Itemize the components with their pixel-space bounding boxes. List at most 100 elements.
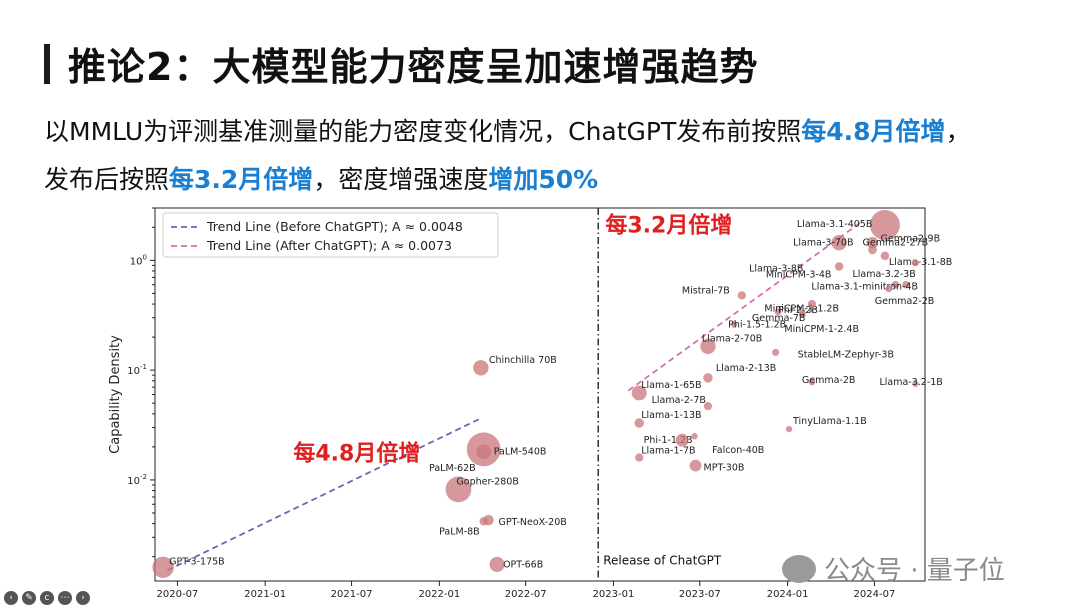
point-label: Llama-3.1-8B: [889, 257, 952, 268]
point-label: MiniCPM-1-2.4B: [784, 324, 859, 335]
data-point: [774, 308, 782, 316]
data-point: [703, 373, 713, 383]
data-point: [689, 459, 702, 472]
trend-line-after: [627, 222, 861, 392]
point-label: OPT-66B: [503, 559, 543, 570]
data-point: [730, 321, 738, 328]
x-tick-label: 2022-07: [505, 589, 547, 600]
x-tick-label: 2024-01: [767, 589, 809, 600]
title-row: 推论2：大模型能力密度呈加速增强趋势: [44, 36, 758, 91]
prev-icon[interactable]: ‹: [4, 591, 18, 605]
y-tick-label: 10-1: [127, 363, 147, 377]
data-point: [703, 402, 713, 411]
data-point: [831, 234, 847, 251]
subtitle-line-1-end: ，: [945, 117, 971, 146]
data-point: [912, 380, 919, 387]
watermark: 公众号 · 量子位: [782, 550, 1005, 587]
data-point: [691, 433, 698, 440]
data-point: [700, 338, 716, 354]
subtitle-highlight-increase: 增加50%: [488, 165, 599, 194]
subtitle-line-2-mid: ，密度增强速度: [313, 165, 489, 194]
point-label: Phi-1-1.2B: [644, 435, 693, 446]
data-point: [445, 476, 472, 503]
data-point: [798, 309, 806, 317]
subtitle-highlight-before: 每4.8月倍增: [801, 117, 946, 146]
point-label: Gemma-2B: [802, 375, 856, 386]
data-point: [911, 259, 920, 267]
data-point: [772, 348, 780, 357]
point-label: PaLM-540B: [494, 446, 547, 457]
point-label: Llama-2-13B: [716, 363, 776, 374]
point-label: MPT-30B: [704, 463, 745, 474]
point-label: Llama-1-65B: [641, 380, 701, 391]
point-label: Mistral-7B: [682, 285, 730, 296]
y-tick-label: 10-2: [127, 473, 147, 487]
data-point: [807, 299, 817, 309]
point-label: Phi-1.5-1.2B: [728, 320, 786, 331]
point-label: Llama-1-13B: [641, 410, 701, 421]
data-point: [737, 291, 746, 300]
point-label: PaLM-62B: [429, 463, 476, 474]
point-label: Gemma2-2B: [875, 296, 935, 307]
point-label: Llama-3.2-1B: [879, 377, 942, 388]
point-label: StableLM-Zephyr-3B: [798, 349, 894, 360]
point-label: Gemma2-27B: [863, 238, 929, 249]
next-icon[interactable]: ›: [76, 591, 90, 605]
point-label: Llama-3-70B: [793, 238, 853, 249]
data-point: [675, 433, 689, 447]
y-axis-label: Capability Density: [108, 335, 123, 454]
data-point: [476, 444, 492, 460]
data-point: [483, 514, 494, 526]
x-tick-label: 2021-01: [244, 589, 286, 600]
point-label: Llama-3-8B: [749, 263, 803, 274]
data-point: [866, 236, 879, 249]
data-point: [869, 210, 900, 240]
x-tick-label: 2024-07: [854, 589, 896, 600]
subtitle-highlight-after: 每3.2月倍增: [169, 165, 314, 194]
point-label: Llama-3.1-405B: [797, 219, 872, 230]
point-label: Llama-2-7B: [652, 395, 706, 406]
rate-annotation: 每3.2月倍增: [605, 212, 732, 238]
x-tick-label: 2021-07: [331, 589, 373, 600]
point-label: Chinchilla 70B: [489, 355, 557, 366]
watermark-text: 公众号 · 量子位: [824, 556, 1005, 586]
chatgpt-release-label: Release of ChatGPT: [603, 553, 722, 567]
data-point: [473, 360, 489, 376]
wechat-icon: [782, 554, 816, 583]
more-icon[interactable]: ⋯: [58, 591, 72, 605]
point-label: Llama-3.1-minitron-4B: [811, 282, 918, 293]
point-label: PaLM-8B: [439, 526, 480, 537]
legend-box: [162, 212, 499, 258]
data-point: [902, 280, 910, 289]
title-bar: [44, 43, 50, 84]
point-label: Llama-3.2-3B: [852, 269, 915, 280]
point-label: MiniCPM-1-1.2B: [764, 304, 839, 315]
edit-icon[interactable]: ✎: [22, 591, 36, 605]
point-label: Llama-2-70B: [702, 333, 762, 344]
data-point: [785, 426, 793, 433]
legend-entry: Trend Line (After ChatGPT); A ≈ 0.0073: [206, 238, 452, 253]
data-point: [880, 251, 890, 261]
data-point: [834, 262, 844, 271]
data-point: [152, 556, 174, 578]
data-point: [635, 453, 644, 462]
subtitle-line-2-text: 发布后按照: [44, 165, 170, 194]
point-label: MiniCPM-3-4B: [766, 270, 832, 281]
data-point: [891, 280, 900, 289]
point-label: Phi-2-2B: [778, 305, 818, 316]
point-label: GPT-NeoX-20B: [498, 517, 566, 528]
data-point: [631, 385, 647, 401]
trend-line-before: [167, 416, 483, 572]
rate-annotation: 每4.8月倍增: [293, 441, 420, 467]
y-tick-label: 100: [130, 253, 147, 267]
subtitle-line-1: 以MMLU为评测基准测量的能力密度变化情况，ChatGPT发布前按照每4.8月倍…: [44, 112, 971, 148]
point-label: Llama-1-7B: [641, 446, 695, 457]
cc-icon[interactable]: c: [40, 591, 54, 605]
x-tick-label: 2022-01: [418, 589, 460, 600]
data-point: [808, 378, 816, 386]
data-point: [885, 285, 893, 293]
point-label: Falcon-40B: [712, 445, 764, 456]
legend-entry: Trend Line (Before ChatGPT); A ≈ 0.0048: [206, 219, 463, 234]
subtitle-line-2: 发布后按照每3.2月倍增，密度增强速度增加50%: [44, 160, 598, 196]
point-label: TinyLlama-1.1B: [792, 416, 867, 427]
